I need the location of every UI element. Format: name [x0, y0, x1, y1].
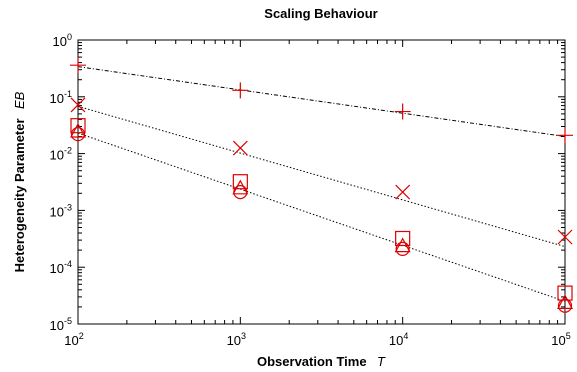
- y-tick-label: 100: [53, 32, 72, 49]
- cross-marker: [557, 229, 573, 245]
- circle-marker: [233, 184, 248, 200]
- circle-marker: [70, 127, 86, 142]
- y-tick-label: 10-3: [50, 202, 72, 219]
- plus-marker: [232, 82, 249, 99]
- x-tick-label: 103: [227, 331, 246, 348]
- tick-labels: 102 103 104 105 10-5 10-4 10-3 10-2 10-1 100: [50, 32, 571, 348]
- y-axis-label-symbol: EB: [12, 91, 27, 109]
- cross-marker: [70, 97, 86, 113]
- x-tick-label: 104: [389, 331, 408, 348]
- plus-marker: [557, 127, 573, 144]
- fit-lines: [77, 66, 566, 302]
- x-axis-label-symbol: T: [377, 354, 386, 369]
- axis-ticks: [77, 39, 566, 325]
- y-tick-label: 10-2: [50, 146, 72, 163]
- cross-marker: [232, 140, 248, 156]
- square-marker: [557, 285, 573, 301]
- x-axis-label: Observation Time T: [257, 353, 386, 370]
- plus-marker: [394, 103, 411, 120]
- square-marker: [232, 174, 248, 190]
- x-tick-label: 102: [64, 331, 83, 348]
- chart-title: Scaling Behaviour: [264, 6, 377, 21]
- plot-frame: [77, 39, 566, 325]
- fit-line: [77, 105, 566, 248]
- square-marker: [70, 118, 86, 134]
- x-tick-label: 105: [551, 331, 570, 348]
- triangle-marker: [556, 294, 574, 310]
- circle-marker: [557, 298, 573, 313]
- plus-marker: [70, 57, 86, 74]
- x-axis-label-text: Observation Time: [257, 354, 367, 369]
- circle-marker: [395, 241, 410, 256]
- fit-line: [77, 66, 566, 137]
- data-markers: [69, 57, 574, 313]
- square-marker: [395, 230, 411, 247]
- y-tick-label: 10-1: [50, 89, 72, 106]
- y-tick-label: 10-5: [50, 316, 72, 333]
- triangle-marker: [69, 122, 87, 138]
- fit-line: [77, 132, 566, 302]
- cross-marker: [395, 184, 411, 200]
- y-axis-label: Heterogeneity Parameter EB: [11, 91, 28, 272]
- y-axis-label-text: Heterogeneity Parameter: [12, 118, 27, 272]
- y-tick-label: 10-4: [50, 259, 72, 276]
- triangle-marker: [394, 237, 411, 253]
